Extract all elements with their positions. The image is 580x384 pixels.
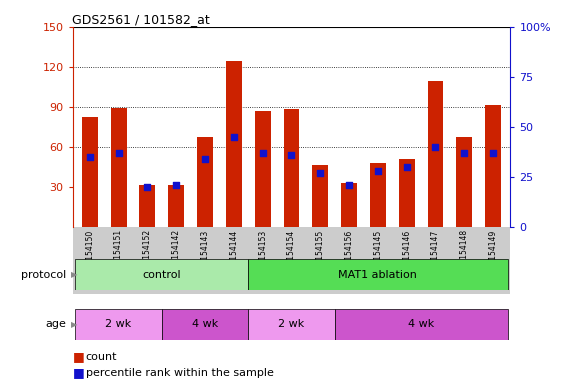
- Point: [143, 184, 152, 190]
- Text: protocol: protocol: [21, 270, 67, 280]
- Bar: [248, 259, 508, 290]
- Text: ▶: ▶: [71, 270, 78, 279]
- Point: [200, 156, 209, 162]
- Bar: [248, 309, 335, 340]
- Text: age: age: [46, 319, 67, 329]
- Bar: [284, 109, 299, 227]
- Bar: [370, 163, 386, 227]
- Bar: [399, 159, 415, 227]
- Point: [85, 154, 95, 160]
- Point: [258, 150, 267, 156]
- Text: ▶: ▶: [71, 320, 78, 329]
- Text: 2 wk: 2 wk: [278, 319, 304, 329]
- Text: 4 wk: 4 wk: [192, 319, 218, 329]
- Bar: [168, 185, 184, 227]
- Bar: [313, 166, 328, 227]
- Text: count: count: [86, 352, 117, 362]
- Text: percentile rank within the sample: percentile rank within the sample: [86, 367, 274, 377]
- Point: [172, 182, 181, 188]
- Text: ■: ■: [72, 350, 84, 363]
- Bar: [456, 137, 472, 227]
- Bar: [341, 183, 357, 227]
- Text: GDS2561 / 101582_at: GDS2561 / 101582_at: [72, 13, 210, 26]
- Bar: [82, 118, 97, 227]
- Bar: [485, 106, 501, 227]
- Text: 4 wk: 4 wk: [408, 319, 434, 329]
- Bar: [139, 185, 155, 227]
- Text: 2 wk: 2 wk: [106, 319, 132, 329]
- Point: [402, 164, 411, 170]
- Point: [374, 167, 383, 174]
- Bar: [427, 81, 444, 227]
- Bar: [162, 309, 248, 340]
- Point: [229, 134, 238, 140]
- Bar: [111, 108, 126, 227]
- Text: ■: ■: [72, 366, 84, 379]
- Point: [488, 150, 498, 156]
- Point: [431, 144, 440, 150]
- Bar: [75, 309, 162, 340]
- Point: [460, 150, 469, 156]
- Bar: [75, 259, 248, 290]
- Bar: [197, 137, 213, 227]
- Text: control: control: [143, 270, 181, 280]
- Bar: [255, 111, 270, 227]
- Point: [287, 152, 296, 158]
- Point: [114, 150, 123, 156]
- Bar: [226, 61, 242, 227]
- Point: [345, 182, 354, 188]
- Point: [316, 170, 325, 176]
- Bar: [335, 309, 508, 340]
- Text: MAT1 ablation: MAT1 ablation: [339, 270, 418, 280]
